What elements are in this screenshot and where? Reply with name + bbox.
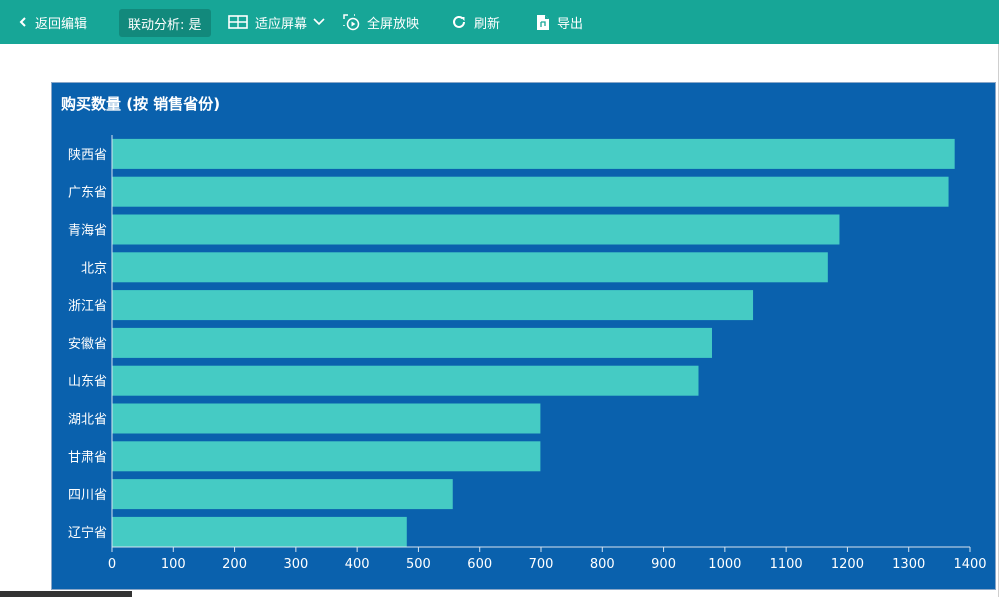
category-label: 山东省: [68, 375, 107, 390]
fullscreen-button[interactable]: 全屏放映: [342, 0, 419, 44]
bar-1[interactable]: [112, 176, 949, 207]
x-tick-label: 600: [467, 557, 492, 572]
x-tick-label: 400: [345, 557, 370, 572]
fit-screen-label: 适应屏幕: [255, 16, 308, 32]
category-label: 安徽省: [68, 337, 107, 352]
fit-screen-dropdown[interactable]: 适应屏幕: [228, 0, 325, 44]
back-label: 返回编辑: [35, 16, 88, 32]
x-tick-label: 1200: [831, 557, 864, 572]
category-label: 广东省: [68, 186, 107, 201]
x-tick-label: 900: [651, 557, 676, 572]
refresh-button[interactable]: 刷新: [451, 0, 500, 44]
taskbar-fragment: [0, 591, 132, 597]
bar-8[interactable]: [112, 441, 541, 472]
refresh-label: 刷新: [474, 16, 501, 32]
fit-screen-icon: [228, 15, 248, 29]
x-tick-label: 300: [283, 557, 308, 572]
category-label: 湖北省: [68, 413, 107, 428]
category-label: 浙江省: [68, 299, 107, 314]
category-label: 辽宁省: [68, 525, 107, 541]
category-label: 甘肃省: [68, 450, 107, 465]
back-to-edit-button[interactable]: 返回编辑: [18, 0, 87, 44]
fullscreen-play-icon: [342, 13, 360, 31]
bar-2[interactable]: [112, 214, 840, 245]
export-label: 导出: [557, 16, 584, 32]
x-tick-label: 200: [222, 557, 247, 572]
chevron-left-icon: [18, 16, 28, 28]
chart-panel[interactable]: 购买数量 (按 销售省份) 陕西省广东省青海省北京浙江省安徽省山东省湖北省甘肃省…: [51, 82, 996, 590]
toolbar: 返回编辑 联动分析: 是 适应屏幕 全屏放映 刷新 导出: [0, 0, 999, 44]
bar-4[interactable]: [112, 290, 754, 321]
bar-7[interactable]: [112, 403, 541, 434]
export-button[interactable]: 导出: [536, 0, 583, 44]
bar-3[interactable]: [112, 252, 828, 283]
linkage-label: 联动分析: 是: [128, 17, 202, 33]
bar-5[interactable]: [112, 327, 712, 358]
category-label: 青海省: [68, 224, 107, 239]
x-tick-label: 100: [161, 557, 186, 572]
x-tick-label: 800: [590, 557, 615, 572]
x-tick-label: 1400: [953, 557, 986, 572]
bar-9[interactable]: [112, 479, 453, 510]
chart-title: 购买数量 (按 销售省份): [61, 95, 221, 113]
x-tick-label: 1100: [770, 557, 803, 572]
bar-0[interactable]: [112, 138, 955, 169]
x-tick-label: 700: [529, 557, 554, 572]
category-label: 北京: [81, 261, 107, 276]
chevron-down-icon: [313, 18, 325, 26]
fullscreen-label: 全屏放映: [367, 16, 420, 32]
category-label: 四川省: [68, 488, 107, 503]
x-tick-label: 1000: [708, 557, 741, 572]
x-tick-label: 500: [406, 557, 431, 572]
bar-6[interactable]: [112, 365, 699, 396]
category-label: 陕西省: [68, 148, 107, 163]
linkage-analysis-toggle[interactable]: 联动分析: 是: [119, 9, 211, 37]
refresh-icon: [451, 14, 467, 30]
bar-10[interactable]: [112, 516, 407, 547]
x-tick-label: 0: [108, 557, 116, 572]
x-tick-label: 1300: [892, 557, 925, 572]
export-file-icon: [536, 14, 550, 31]
